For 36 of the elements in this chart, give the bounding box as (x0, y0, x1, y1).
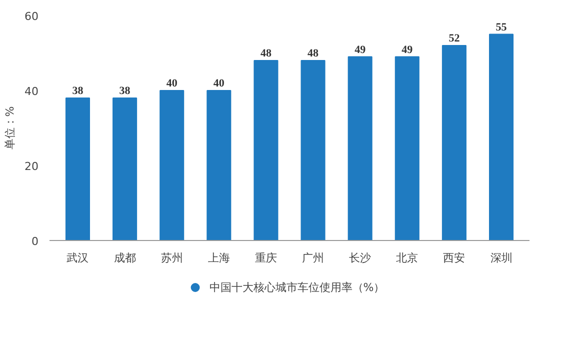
legend-label: 中国十大核心城市车位使用率（%） (209, 280, 385, 294)
data-label: 48 (260, 48, 272, 60)
bar (112, 98, 138, 240)
x-tick-label: 苏州 (160, 252, 183, 264)
data-label: 55 (496, 21, 508, 34)
y-tick-label: 0 (32, 235, 38, 248)
x-tick-label: 西安 (443, 252, 466, 264)
x-tick-label: 重庆 (254, 252, 277, 264)
data-label: 48 (308, 48, 320, 60)
y-tick-label: 40 (24, 85, 39, 98)
x-tick-label: 深圳 (490, 252, 512, 264)
data-label: 52 (448, 32, 460, 44)
x-tick-label: 上海 (208, 252, 230, 264)
bar (489, 34, 514, 240)
data-label: 40 (166, 78, 178, 90)
data-label: 38 (72, 85, 84, 97)
bar (394, 56, 420, 240)
x-tick-label: 北京 (396, 252, 418, 264)
data-label: 40 (213, 78, 225, 90)
y-tick-label: 20 (24, 160, 39, 173)
x-tick-label: 成都 (114, 252, 136, 264)
bar (442, 45, 466, 240)
bar (254, 60, 278, 240)
bar (300, 60, 326, 240)
x-tick-label: 长沙 (349, 252, 372, 264)
y-tick-label: 60 (24, 10, 39, 23)
data-label: 49 (402, 44, 414, 56)
data-label: 38 (119, 85, 131, 97)
x-tick-label: 广州 (302, 252, 324, 264)
bar (348, 56, 372, 240)
x-tick-label: 武汉 (66, 252, 89, 264)
bar (206, 90, 232, 240)
data-label: 49 (354, 44, 366, 56)
bar (65, 98, 90, 240)
bar (160, 90, 184, 240)
y-axis-title: 单位：% (4, 106, 17, 150)
